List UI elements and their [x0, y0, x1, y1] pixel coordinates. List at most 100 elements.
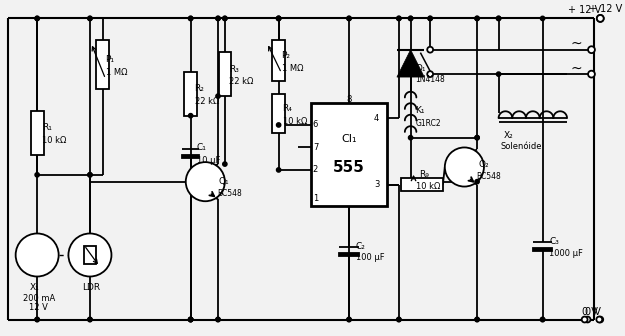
Text: X₁: X₁: [29, 283, 39, 292]
Circle shape: [496, 16, 501, 20]
Text: Solenóide: Solenóide: [501, 142, 542, 151]
Bar: [96, 40, 109, 89]
Circle shape: [596, 317, 602, 323]
Bar: [272, 40, 286, 81]
Circle shape: [428, 47, 433, 53]
Text: P₂: P₂: [281, 51, 291, 60]
Bar: [272, 94, 285, 133]
Text: ~: ~: [571, 61, 582, 75]
Circle shape: [222, 16, 227, 20]
Circle shape: [397, 16, 401, 20]
Circle shape: [216, 94, 220, 98]
Circle shape: [445, 148, 484, 186]
Circle shape: [475, 318, 479, 322]
Text: LDR: LDR: [82, 283, 100, 292]
Text: R₃: R₃: [229, 65, 239, 74]
Text: + 12 V: + 12 V: [568, 5, 601, 14]
Bar: [339, 253, 359, 256]
Circle shape: [582, 317, 587, 323]
Circle shape: [496, 72, 501, 76]
Text: C₁: C₁: [196, 143, 206, 152]
Circle shape: [276, 16, 281, 20]
Text: 10 kΩ: 10 kΩ: [282, 117, 307, 126]
Bar: [31, 111, 44, 155]
Text: 10 kΩ: 10 kΩ: [416, 182, 441, 191]
Text: R₉: R₉: [419, 170, 429, 179]
Text: C₂: C₂: [356, 242, 366, 251]
Circle shape: [397, 318, 401, 322]
Text: 4: 4: [374, 114, 379, 123]
Polygon shape: [397, 50, 424, 77]
Bar: [184, 72, 197, 116]
Text: R₁: R₁: [42, 123, 52, 132]
Circle shape: [216, 16, 220, 20]
Circle shape: [35, 318, 39, 322]
Circle shape: [598, 317, 603, 323]
Circle shape: [347, 16, 351, 20]
Circle shape: [216, 318, 220, 322]
Circle shape: [68, 234, 111, 277]
Circle shape: [276, 168, 281, 172]
Circle shape: [276, 123, 281, 127]
Circle shape: [475, 16, 479, 20]
Text: 6: 6: [313, 121, 318, 129]
Circle shape: [409, 16, 412, 20]
Circle shape: [409, 135, 412, 140]
Circle shape: [541, 16, 545, 20]
Circle shape: [428, 16, 432, 20]
Text: R₂: R₂: [194, 84, 204, 93]
Circle shape: [189, 16, 192, 20]
Text: 12 V: 12 V: [29, 303, 48, 312]
Text: BC548: BC548: [476, 172, 501, 181]
Text: K₁: K₁: [416, 106, 425, 115]
Circle shape: [588, 46, 595, 53]
Text: 0 V: 0 V: [584, 307, 601, 317]
Text: ~: ~: [571, 37, 582, 51]
Circle shape: [597, 15, 604, 22]
Text: 8: 8: [346, 95, 352, 104]
Circle shape: [428, 16, 432, 20]
Circle shape: [189, 16, 192, 20]
Bar: [84, 246, 96, 264]
Circle shape: [88, 173, 92, 177]
Circle shape: [475, 318, 479, 322]
Text: BC548: BC548: [217, 189, 242, 198]
Circle shape: [186, 162, 225, 201]
Text: 7: 7: [313, 143, 318, 152]
Circle shape: [347, 16, 351, 20]
Text: 1 MΩ: 1 MΩ: [106, 68, 127, 77]
Circle shape: [189, 114, 192, 118]
Circle shape: [347, 318, 351, 322]
Text: 100 μF: 100 μF: [356, 253, 384, 262]
Circle shape: [409, 16, 412, 20]
Circle shape: [397, 318, 401, 322]
Text: R₄: R₄: [282, 104, 292, 113]
Circle shape: [35, 173, 39, 177]
Text: 1: 1: [313, 194, 318, 203]
Circle shape: [588, 71, 595, 78]
Circle shape: [475, 135, 479, 140]
Text: 22 kΩ: 22 kΩ: [229, 78, 253, 86]
Bar: [219, 52, 231, 96]
Circle shape: [475, 135, 479, 140]
Text: 1 MΩ: 1 MΩ: [281, 64, 303, 73]
Circle shape: [222, 162, 227, 166]
Circle shape: [189, 318, 192, 322]
Circle shape: [475, 179, 479, 184]
Text: 1N4148: 1N4148: [416, 76, 445, 84]
Text: + 12 V: + 12 V: [589, 4, 622, 14]
Circle shape: [276, 16, 281, 20]
Text: 1000 μF: 1000 μF: [549, 249, 583, 257]
Circle shape: [88, 16, 92, 20]
Text: 0 V: 0 V: [582, 307, 598, 317]
Circle shape: [88, 318, 92, 322]
Circle shape: [189, 318, 192, 322]
Circle shape: [189, 318, 192, 322]
Circle shape: [35, 318, 39, 322]
Text: X₂: X₂: [504, 131, 513, 140]
Text: 3: 3: [374, 180, 379, 189]
Text: Q₁: Q₁: [219, 177, 229, 186]
Circle shape: [475, 16, 479, 20]
Circle shape: [189, 318, 192, 322]
Circle shape: [35, 16, 39, 20]
